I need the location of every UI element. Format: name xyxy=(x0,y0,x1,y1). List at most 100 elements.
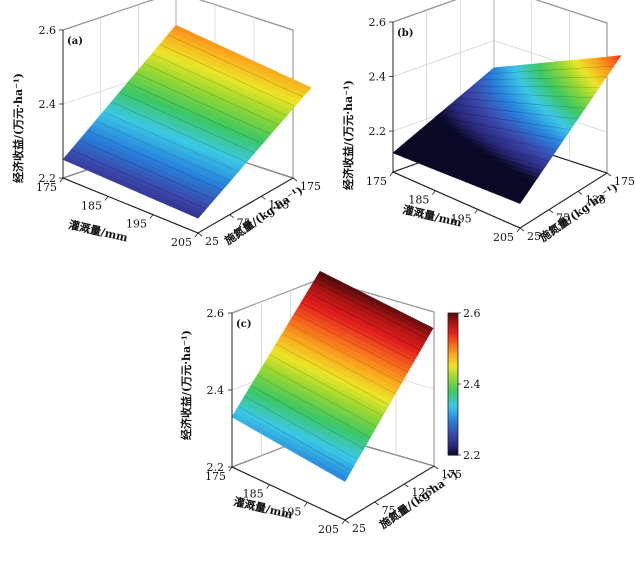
contour-line xyxy=(407,140,535,183)
panel-1: 2.2 2.4 2.6 175 185 195 205 25 75 125 175 经济收益/(万元·… xyxy=(341,0,635,244)
y-tick xyxy=(433,465,439,470)
contour-line xyxy=(87,130,223,191)
contour-line xyxy=(167,34,304,98)
x-tick xyxy=(474,209,478,214)
panel-label: (c) xyxy=(236,319,252,330)
contour-line xyxy=(465,91,593,99)
x-tick xyxy=(389,171,394,177)
y-tick xyxy=(292,177,298,182)
x-tick-label: 195 xyxy=(126,218,147,231)
y-tick-label: 125 xyxy=(268,198,289,211)
z-tick-label: 2.2 xyxy=(39,172,57,185)
z-tick-label: 2.4 xyxy=(369,71,387,84)
y-axis-line xyxy=(197,177,294,234)
z-tick-label: 2.4 xyxy=(39,98,57,111)
contour-line xyxy=(429,122,557,151)
y-tick-label: 75 xyxy=(237,217,251,230)
contour-line xyxy=(479,76,607,81)
x-tick xyxy=(304,502,308,507)
y-tick-label: 25 xyxy=(205,235,219,248)
x-tick-label: 185 xyxy=(408,194,429,207)
x-tick-label: 205 xyxy=(493,231,514,244)
x-tick xyxy=(266,484,270,489)
surface xyxy=(62,24,312,219)
x-tick xyxy=(59,177,64,183)
contour-line xyxy=(127,82,263,144)
x-tick-label: 175 xyxy=(205,470,226,483)
y-tick xyxy=(344,519,350,524)
z-tick-label: 2.2 xyxy=(207,461,225,474)
y-tick xyxy=(197,232,203,237)
x-tick xyxy=(341,519,346,525)
x-tick xyxy=(194,232,199,238)
z-gridline xyxy=(62,0,294,31)
x-axis-label: 灌溉量/mm xyxy=(401,202,463,229)
surface-facet xyxy=(516,198,523,204)
colorbar: 2.22.42.6 xyxy=(447,307,481,462)
x-tick-label: 195 xyxy=(451,212,472,225)
panel-label: (a) xyxy=(67,36,83,47)
y-tick xyxy=(519,227,525,232)
z-tick-label: 2.2 xyxy=(369,125,387,138)
surface-facet xyxy=(194,213,202,219)
contour-line xyxy=(70,149,207,210)
contour-line xyxy=(414,134,542,173)
x-tick xyxy=(104,196,109,201)
z-axis-label: 经济收益/(万元·ha⁻¹) xyxy=(341,80,355,190)
y-axis-label: 施氮量/(kg·ha⁻¹) xyxy=(222,183,306,247)
y-tick xyxy=(261,196,266,200)
y-tick-label: 175 xyxy=(300,180,321,193)
contour-line xyxy=(143,63,279,126)
z-tick-label: 2.6 xyxy=(39,24,57,37)
y-tick xyxy=(229,214,234,218)
x-tick-label: 205 xyxy=(171,236,192,249)
y-tick-label: 75 xyxy=(556,212,570,225)
contour-line xyxy=(159,44,296,107)
x-tick-label: 205 xyxy=(318,523,339,536)
z-axis-label: 经济收益/(万元·ha⁻¹) xyxy=(179,330,193,440)
panel-0: 2.2 2.4 2.6 175 185 195 205 25 75 125 175 经济收益/(万元·… xyxy=(11,0,321,249)
x-axis-line xyxy=(62,177,199,234)
contour-line xyxy=(443,110,571,130)
y-axis-label: 施氮量/(kg·ha⁻¹) xyxy=(377,467,461,531)
y-axis-label: 施氮量/(kg·ha⁻¹) xyxy=(537,180,621,244)
y-tick xyxy=(577,191,583,195)
contour-line xyxy=(111,101,247,163)
contour-line xyxy=(95,120,231,182)
contour-line xyxy=(119,92,255,154)
y-tick xyxy=(548,209,554,213)
y-tick xyxy=(404,483,409,488)
contour-line xyxy=(450,104,578,120)
y-tick-label: 125 xyxy=(585,193,606,206)
x-tick xyxy=(149,214,154,219)
x-tick-label: 185 xyxy=(81,199,102,212)
x-tick xyxy=(432,190,436,195)
z-tick-label: 2.6 xyxy=(207,307,225,320)
contour-line xyxy=(103,111,239,172)
contour-line xyxy=(457,97,585,109)
z-axis-label: 经济收益/(万元·ha⁻¹) xyxy=(11,73,25,183)
contour-line xyxy=(486,65,614,75)
z-gridline xyxy=(392,0,608,24)
x-axis-label: 灌溉量/mm xyxy=(67,217,129,244)
panel-label: (b) xyxy=(397,28,413,39)
contour-line xyxy=(151,53,287,116)
y-tick xyxy=(374,501,379,506)
contour-line xyxy=(472,85,600,88)
y-tick-label: 25 xyxy=(527,230,541,243)
z-tick-label: 2.4 xyxy=(207,384,225,397)
surface xyxy=(392,55,622,204)
y-tick-label: 175 xyxy=(614,175,635,188)
x-axis-line xyxy=(392,171,521,229)
x-tick-label: 175 xyxy=(366,175,387,188)
z-tick-label: 2.6 xyxy=(369,16,387,29)
surface xyxy=(231,270,434,482)
x-tick-label: 175 xyxy=(36,181,57,194)
contour-line xyxy=(400,146,528,194)
contour-line xyxy=(421,128,549,162)
y-tick-label: 25 xyxy=(352,522,366,535)
contour-line xyxy=(78,140,215,200)
contour-line xyxy=(436,116,564,141)
